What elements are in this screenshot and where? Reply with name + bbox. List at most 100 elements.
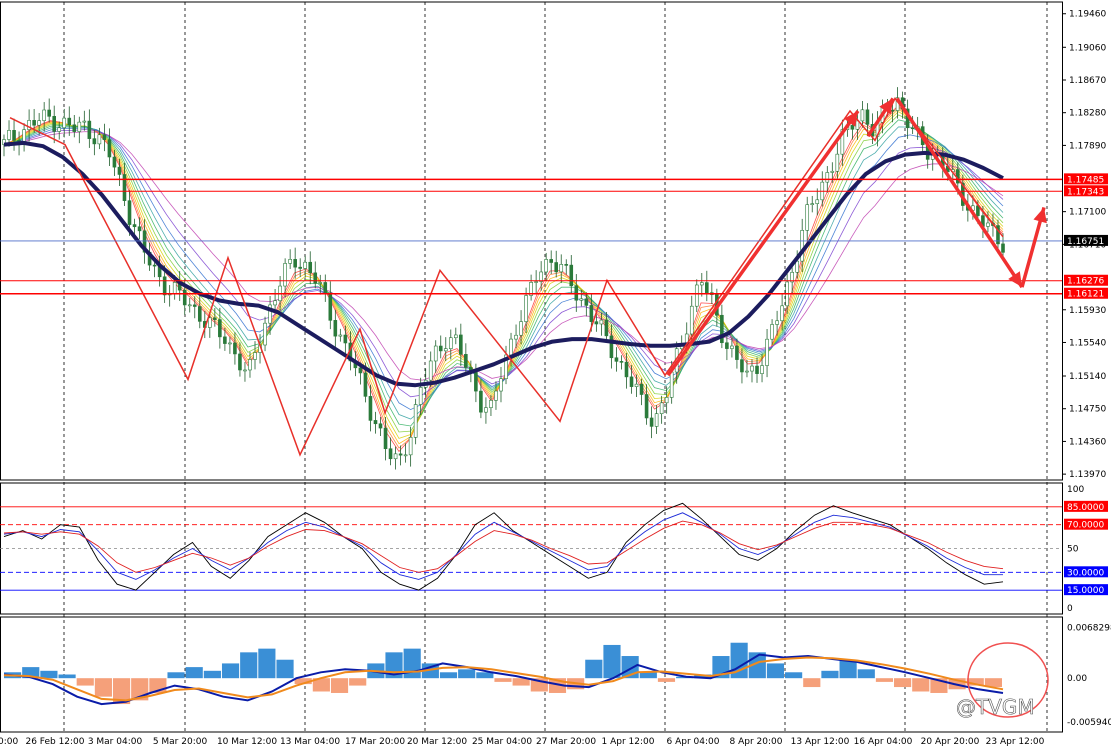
candle-body: [705, 282, 709, 293]
candle-body: [755, 365, 759, 374]
candle-body: [408, 437, 413, 456]
candle-body: [373, 420, 378, 425]
candle-body: [659, 402, 664, 415]
projection-arrowhead: [879, 98, 893, 115]
candle-body: [996, 225, 1000, 245]
macd-histogram-bar: [349, 678, 367, 686]
current-price-tag-label: 1.16751: [1067, 237, 1104, 247]
price-tick-label: 1.18670: [1069, 76, 1106, 86]
candle-body: [720, 314, 724, 344]
candle-body: [418, 387, 423, 405]
candle-body: [504, 354, 508, 380]
candle-body: [162, 276, 167, 296]
macd-histogram-bar: [221, 663, 240, 679]
candle-body: [213, 317, 217, 320]
candle-body: [388, 448, 393, 460]
candle-body: [137, 226, 142, 232]
time-axis-label: 6 Apr 04:00: [667, 737, 720, 747]
candle-body: [172, 282, 177, 294]
time-axis-label: 20 Apr 20:00: [921, 737, 980, 747]
candle-body: [725, 342, 729, 349]
projection-arrow: [895, 97, 1024, 289]
candle-body: [223, 336, 227, 344]
candle-body: [132, 224, 137, 228]
candle-body: [865, 109, 870, 125]
macd-histogram-bar: [94, 678, 112, 697]
candle-body: [87, 120, 92, 139]
macd-histogram-bar: [803, 678, 821, 688]
macd-tick-label: 0.0068298: [1067, 624, 1111, 634]
candle-body: [67, 117, 72, 126]
candle-body: [182, 289, 187, 306]
candle-body: [218, 319, 222, 338]
stochastic-tick-label: 100: [1067, 485, 1084, 495]
candle-body: [57, 127, 62, 132]
macd-tick-label: -0.0059405: [1067, 718, 1111, 728]
ribbon-ma-line: [3, 105, 1004, 453]
stochastic-panel-frame: [0, 482, 1063, 615]
macd-histogram-bar: [240, 652, 258, 679]
macd-histogram-bar: [421, 663, 439, 679]
candle-body: [358, 367, 363, 374]
candle-body: [413, 404, 418, 438]
watermark: @TVGM: [956, 695, 1035, 719]
candle-body: [564, 264, 569, 266]
price-level-tag-label: 1.17343: [1067, 187, 1104, 197]
candle-body: [77, 121, 82, 132]
candle-body: [639, 383, 644, 395]
candle-body: [328, 292, 333, 321]
price-tick-label: 1.17890: [1069, 141, 1106, 151]
current-price-tag: [1064, 234, 1108, 246]
candle-body: [664, 397, 669, 404]
price-tick-label: 1.15540: [1069, 338, 1106, 348]
candle-body: [378, 423, 383, 429]
candle-body: [253, 352, 257, 360]
ribbon-ma-line: [3, 114, 1004, 433]
candle-body: [454, 334, 458, 339]
time-axis-label: 25 Mar 04:00: [472, 737, 532, 747]
candle-body: [233, 342, 237, 355]
candle-body: [524, 295, 528, 322]
price-tick-label: 1.19460: [1069, 10, 1106, 20]
candle-body: [976, 205, 980, 216]
ribbon-ma-line: [3, 127, 1004, 411]
candle-body: [514, 334, 518, 340]
candle-body: [363, 372, 368, 397]
candle-body: [1001, 243, 1005, 253]
candle-body: [529, 282, 533, 296]
candle-body: [689, 305, 694, 335]
projection-arrow: [666, 109, 860, 377]
candle-body: [825, 172, 830, 183]
candle-body: [398, 453, 403, 456]
macd-histogram-bar: [40, 670, 58, 679]
candle-body: [479, 390, 483, 413]
macd-histogram-bar: [76, 678, 94, 686]
candle-body: [197, 306, 202, 322]
candle-body: [599, 319, 604, 325]
candle-body: [594, 321, 599, 325]
candle-body: [72, 124, 77, 132]
candle-body: [343, 334, 348, 344]
candle-body: [403, 454, 408, 457]
candle-body: [228, 342, 232, 345]
candle-body: [459, 334, 463, 355]
candle-body: [494, 390, 498, 401]
candle-body: [428, 360, 433, 381]
candle-body: [383, 427, 388, 450]
macd-histogram-bar: [403, 648, 421, 679]
ribbon-ma-line: [3, 129, 1004, 398]
candle-body: [27, 120, 31, 130]
macd-histogram-bar: [458, 669, 476, 679]
candle-body: [112, 156, 117, 168]
candle-body: [780, 305, 784, 322]
macd-histogram-bar: [766, 663, 785, 679]
candle-body: [694, 284, 699, 307]
stochastic-level-tag-label: 30.0000: [1067, 568, 1104, 578]
candle-body: [318, 282, 323, 284]
time-axis-label: 26 Feb 12:00: [25, 737, 84, 747]
price-tick-label: 1.14360: [1069, 437, 1106, 447]
time-axis-label: 1 Apr 12:00: [602, 737, 655, 747]
macd-histogram-bar: [22, 667, 40, 679]
macd-histogram-bar: [494, 678, 512, 682]
candle-body: [12, 130, 16, 141]
